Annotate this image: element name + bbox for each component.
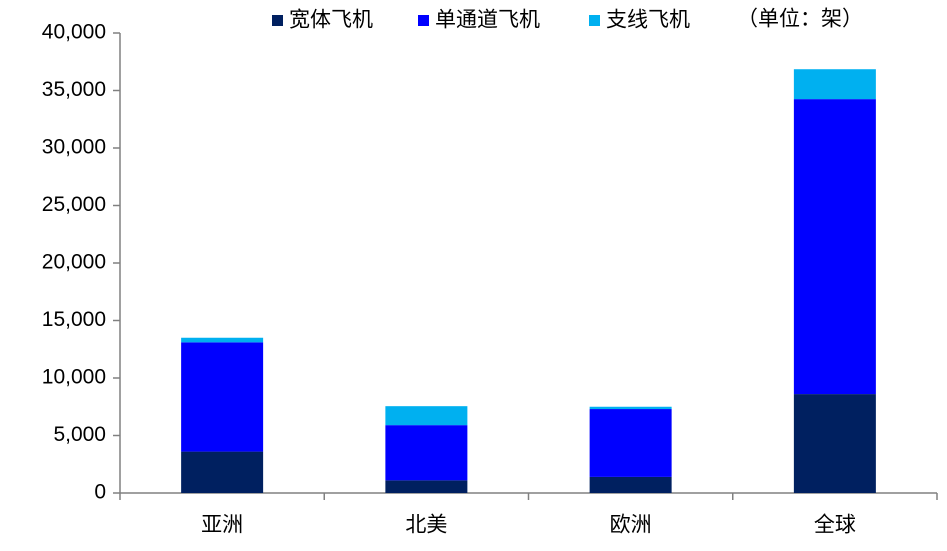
bar-segment bbox=[589, 409, 672, 477]
y-tick-label: 25,000 bbox=[42, 193, 106, 216]
x-tick-label: 北美 bbox=[405, 514, 447, 537]
legend-label: 单通道飞机 bbox=[435, 9, 540, 32]
bar-segment bbox=[181, 451, 264, 493]
bar-segment bbox=[589, 476, 672, 493]
unit-annotation: （单位：架） bbox=[737, 8, 863, 31]
legend-label: 支线飞机 bbox=[606, 9, 690, 32]
y-tick-label: 5,000 bbox=[53, 423, 106, 446]
x-tick-label: 全球 bbox=[814, 514, 856, 537]
bar-segment bbox=[385, 480, 468, 493]
x-tick-label: 亚洲 bbox=[201, 514, 243, 537]
bar-segment bbox=[385, 406, 468, 426]
legend-swatch bbox=[589, 15, 600, 26]
y-tick-label: 0 bbox=[94, 481, 106, 504]
y-tick-label: 35,000 bbox=[42, 78, 106, 101]
bar-segment bbox=[793, 394, 876, 493]
legend-swatch bbox=[272, 15, 283, 26]
bar-segment bbox=[181, 337, 264, 343]
y-tick-label: 10,000 bbox=[42, 366, 106, 389]
bar-segment bbox=[589, 406, 672, 410]
bar-segment bbox=[793, 69, 876, 100]
legend-label: 宽体飞机 bbox=[289, 9, 373, 32]
bar-segment bbox=[181, 342, 264, 452]
bar-segment bbox=[385, 425, 468, 481]
bar-segment bbox=[793, 99, 876, 395]
y-tick-label: 20,000 bbox=[42, 251, 106, 274]
y-tick-label: 15,000 bbox=[42, 308, 106, 331]
y-tick-label: 40,000 bbox=[42, 21, 106, 44]
y-tick-label: 30,000 bbox=[42, 136, 106, 159]
legend-swatch bbox=[418, 15, 429, 26]
x-tick-label: 欧洲 bbox=[610, 514, 652, 537]
